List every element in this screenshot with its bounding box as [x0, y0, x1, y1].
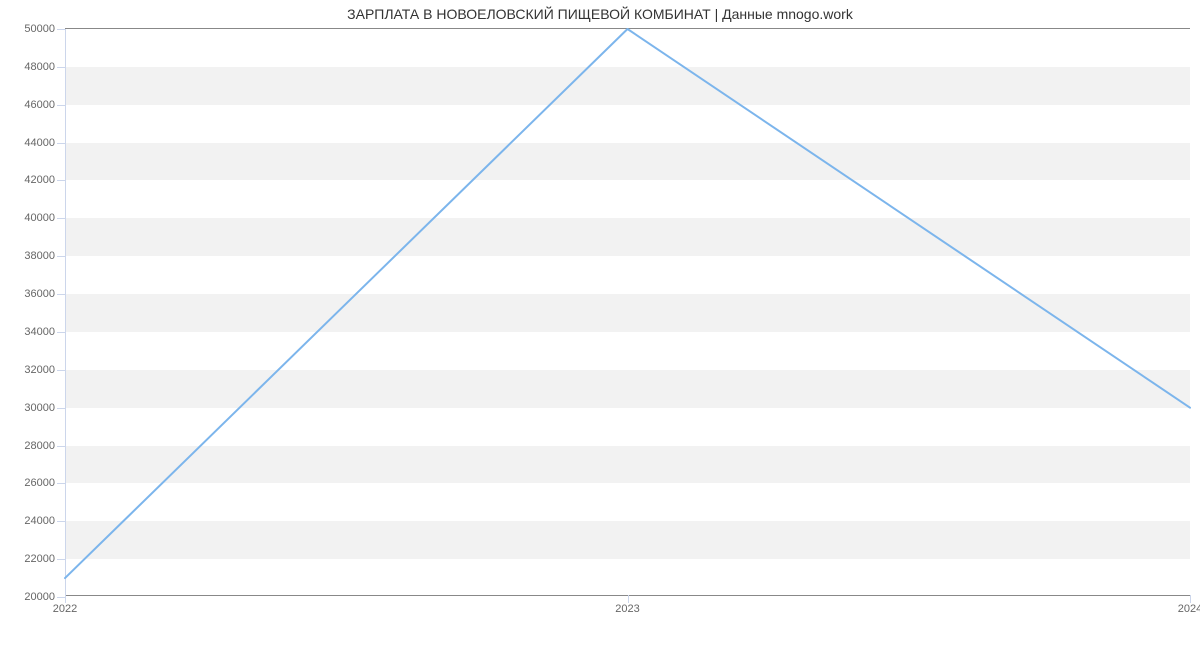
y-tick [57, 105, 65, 106]
y-tick-label: 40000 [24, 212, 55, 224]
series-line [65, 29, 1190, 578]
y-tick [57, 446, 65, 447]
y-tick-label: 50000 [24, 23, 55, 35]
y-tick [57, 521, 65, 522]
y-tick [57, 218, 65, 219]
x-tick-label: 2024 [1178, 603, 1200, 615]
y-tick-label: 36000 [24, 288, 55, 300]
y-tick-label: 30000 [24, 402, 55, 414]
x-tick-label: 2023 [615, 603, 639, 615]
y-tick [57, 483, 65, 484]
y-tick [57, 256, 65, 257]
y-tick [57, 559, 65, 560]
y-tick [57, 143, 65, 144]
y-tick [57, 180, 65, 181]
y-tick [57, 408, 65, 409]
y-tick-label: 32000 [24, 364, 55, 376]
y-tick-label: 46000 [24, 99, 55, 111]
line-series-svg [65, 29, 1190, 597]
y-tick-label: 28000 [24, 440, 55, 452]
chart-title: ЗАРПЛАТА В НОВОЕЛОВСКИЙ ПИЩЕВОЙ КОМБИНАТ… [0, 6, 1200, 22]
y-tick-label: 38000 [24, 250, 55, 262]
y-tick-label: 20000 [24, 591, 55, 603]
y-tick-label: 26000 [24, 477, 55, 489]
y-tick [57, 29, 65, 30]
y-tick-label: 42000 [24, 174, 55, 186]
y-tick-label: 24000 [24, 515, 55, 527]
y-tick [57, 294, 65, 295]
x-tick [628, 595, 629, 603]
plot-area: 2000022000240002600028000300003200034000… [65, 28, 1190, 596]
x-tick [1190, 595, 1191, 603]
y-tick-label: 34000 [24, 326, 55, 338]
y-tick [57, 370, 65, 371]
y-tick-label: 44000 [24, 137, 55, 149]
x-tick-label: 2022 [53, 603, 77, 615]
y-tick [57, 332, 65, 333]
y-tick-label: 22000 [24, 553, 55, 565]
y-tick [57, 597, 65, 598]
x-tick [65, 595, 66, 603]
salary-line-chart: ЗАРПЛАТА В НОВОЕЛОВСКИЙ ПИЩЕВОЙ КОМБИНАТ… [0, 0, 1200, 650]
y-tick-label: 48000 [24, 61, 55, 73]
y-tick [57, 67, 65, 68]
